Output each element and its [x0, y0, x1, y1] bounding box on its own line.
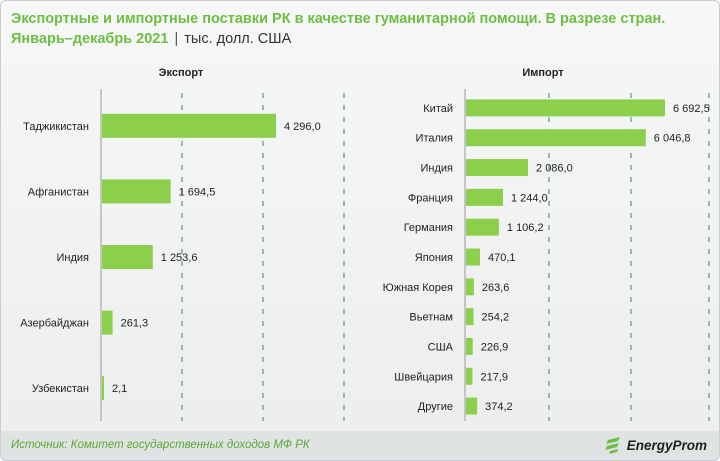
- export-category-label: Узбекистан: [32, 383, 89, 395]
- energyprom-logo-icon: [604, 437, 620, 454]
- import-value-label: 217,9: [480, 371, 508, 383]
- export-bar: [102, 245, 153, 269]
- import-category-label: Вьетнам: [409, 312, 453, 324]
- brand-logo: EnergyProm: [604, 434, 707, 456]
- title-unit: тыс. долл. США: [184, 31, 292, 47]
- import-value-label: 6 692,5: [673, 103, 710, 115]
- export-value-label: 4 296,0: [284, 121, 321, 133]
- export-category-label: Азербайджан: [20, 318, 89, 330]
- export-value-label: 2,1: [112, 383, 127, 395]
- import-category-label: Япония: [415, 252, 453, 264]
- brand-name: EnergyProm: [626, 437, 707, 453]
- export-panel-title: Экспорт: [159, 67, 204, 79]
- import-category-label: США: [428, 341, 454, 353]
- import-value-label: 374,2: [485, 401, 513, 413]
- title-line-1: Экспортные и импортные поставки РК в кач…: [11, 11, 666, 27]
- import-category-label: Франция: [408, 192, 453, 204]
- import-category-label: Италия: [416, 133, 454, 145]
- import-value-label: 470,1: [488, 252, 516, 264]
- export-bar: [102, 310, 113, 335]
- title-period: Январь–декабрь 2021: [11, 31, 169, 47]
- import-bar: [466, 337, 473, 355]
- export-category-label: Афганистан: [28, 186, 89, 198]
- import-bar: [466, 99, 665, 117]
- export-value-label: 1 694,5: [179, 186, 216, 198]
- import-value-label: 226,9: [481, 341, 509, 353]
- export-bar: [102, 179, 171, 204]
- import-bar: [466, 397, 478, 415]
- import-category-label: Китай: [423, 103, 453, 115]
- title-line-2: Январь–декабрь 2021 | тыс. долл. США: [11, 29, 711, 49]
- charts-area: Экспорт Таджикистан 4 296,0 Афганистан 1 694…: [20, 67, 710, 421]
- import-category-label: Швейцария: [394, 371, 453, 383]
- import-value-label: 263,6: [482, 282, 510, 294]
- import-category-label: Южная Корея: [383, 282, 453, 294]
- import-value-label: 2 086,0: [536, 163, 573, 175]
- import-value-label: 254,2: [482, 312, 510, 324]
- import-bar: [466, 129, 646, 147]
- import-bar: [466, 367, 473, 385]
- import-value-label: 1 106,2: [507, 222, 544, 234]
- footer: Источник: Комитет государственных доходо…: [1, 431, 719, 460]
- import-category-label: Другие: [418, 401, 453, 413]
- import-bar: [466, 308, 474, 326]
- import-category-label: Германия: [404, 222, 453, 234]
- title-separator: |: [174, 31, 179, 47]
- chart-title: Экспортные и импортные поставки РК в кач…: [11, 9, 711, 49]
- export-category-label: Таджикистан: [23, 121, 89, 133]
- import-category-label: Индия: [420, 163, 453, 175]
- import-value-label: 1 244,0: [511, 192, 548, 204]
- export-category-label: Индия: [56, 252, 89, 264]
- export-value-label: 1 253,6: [161, 252, 198, 264]
- export-value-label: 261,3: [121, 318, 149, 330]
- import-value-label: 6 046,8: [654, 133, 691, 145]
- export-bar: [102, 376, 104, 401]
- import-bar: [466, 278, 474, 296]
- import-bar: [466, 188, 503, 206]
- import-bar: [466, 159, 529, 177]
- export-bar: [102, 113, 276, 138]
- import-bar: [466, 248, 480, 266]
- source-note: Источник: Комитет государственных доходо…: [11, 439, 310, 451]
- import-panel-title: Импорт: [522, 67, 564, 79]
- import-bar: [466, 218, 499, 236]
